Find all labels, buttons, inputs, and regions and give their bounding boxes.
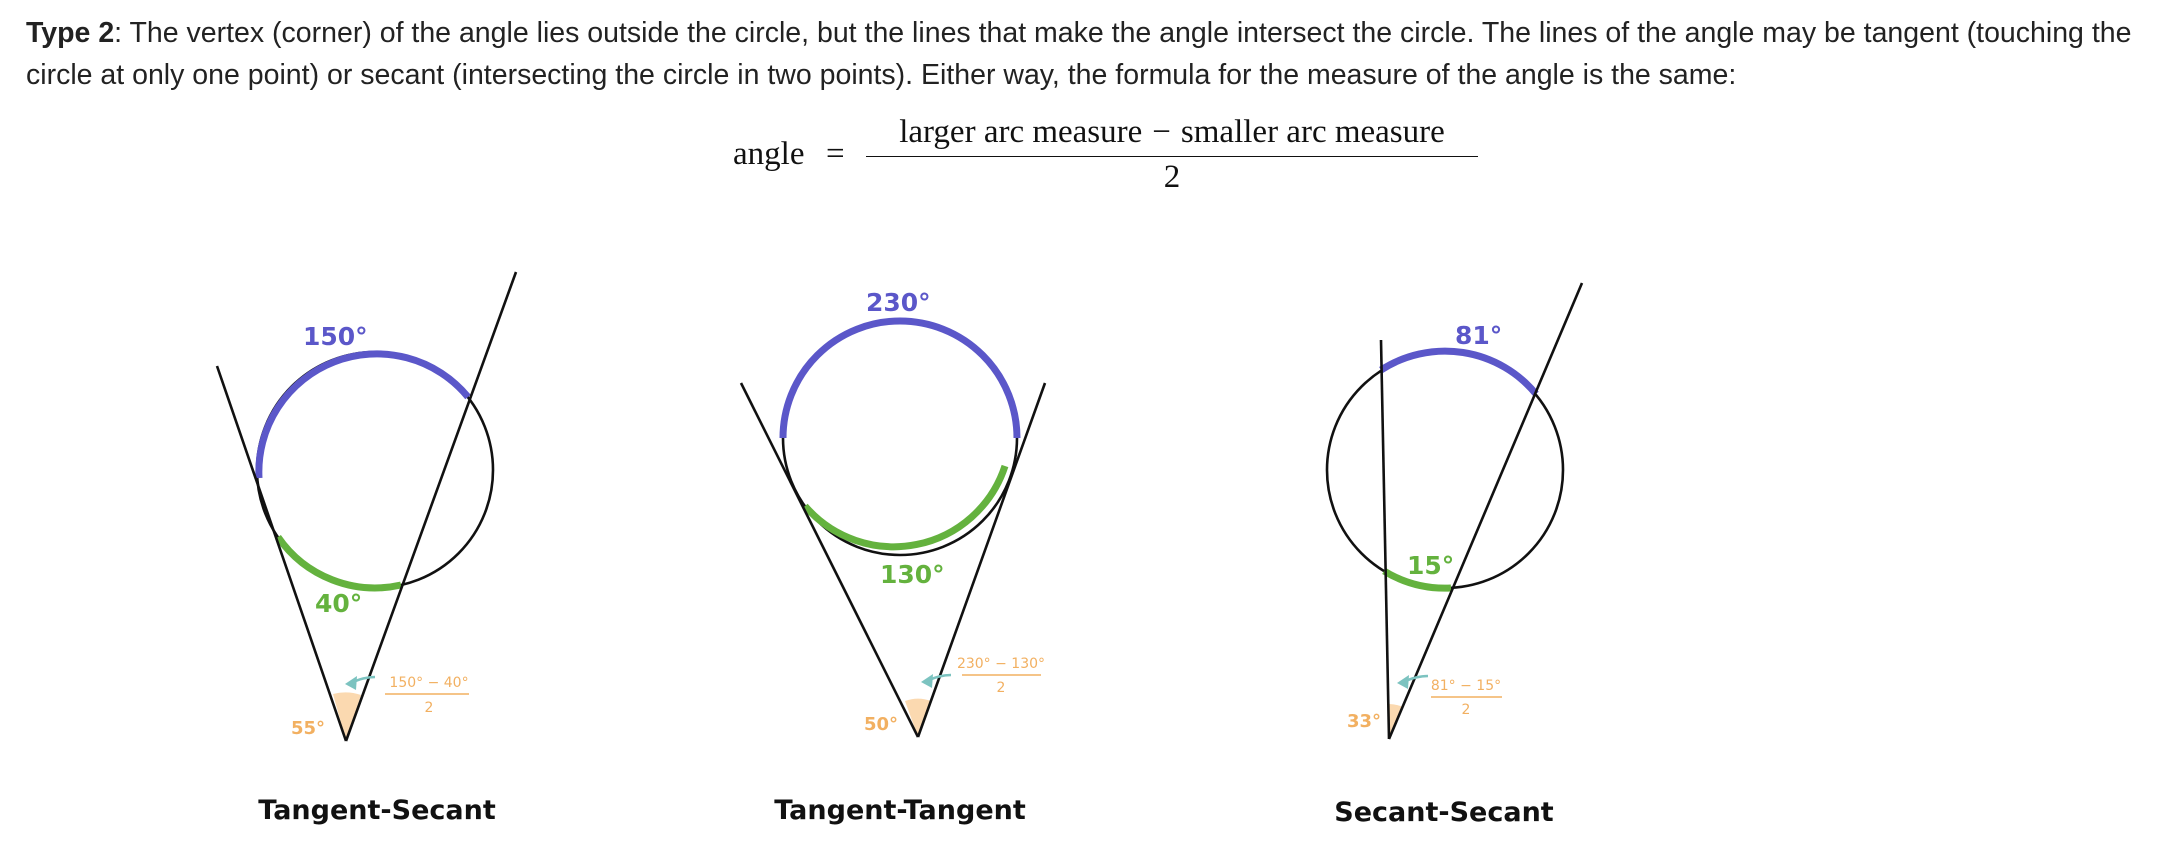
diagram-tangent-secant: 150° 40° 55° 150° − 40° 2 Tangent-Secant bbox=[215, 271, 518, 826]
formula-denominator: 2 bbox=[1163, 159, 1181, 195]
larger-arc bbox=[779, 317, 1021, 439]
angle-label: 55° bbox=[291, 718, 325, 739]
right-secant-line bbox=[1387, 282, 1584, 740]
right-tangent-line bbox=[916, 382, 1047, 738]
angle-wedge bbox=[905, 698, 931, 737]
formula-lhs: angle bbox=[733, 136, 805, 172]
pointer-arrow bbox=[921, 673, 952, 688]
formula-numerator-left: larger arc measure bbox=[899, 114, 1143, 150]
left-tangent-line bbox=[739, 382, 920, 738]
tangent-line bbox=[215, 365, 348, 742]
larger-arc bbox=[1379, 347, 1539, 397]
larger-arc-label: 81° bbox=[1455, 321, 1502, 350]
fraction-denominator: 2 bbox=[425, 700, 434, 716]
smaller-arc bbox=[802, 464, 1009, 551]
left-secant-line bbox=[1379, 339, 1391, 740]
angle-label: 33° bbox=[1347, 711, 1381, 732]
caption-secant-secant: Secant-Secant bbox=[1334, 797, 1554, 828]
type-2-text: : The vertex (corner) of the angle lies … bbox=[26, 17, 2132, 91]
smaller-arc-label: 15° bbox=[1407, 551, 1454, 580]
smaller-arc bbox=[275, 535, 402, 592]
angle-label: 50° bbox=[864, 714, 898, 735]
type-2-description: Type 2: The vertex (corner) of the angle… bbox=[26, 12, 2156, 96]
formula-numerator-right: smaller arc measure bbox=[1180, 114, 1445, 150]
secant-line bbox=[344, 271, 518, 742]
larger-arc-label: 150° bbox=[303, 322, 368, 351]
larger-arc-label: 230° bbox=[866, 288, 931, 317]
smaller-arc bbox=[1382, 567, 1452, 592]
smaller-arc-label: 130° bbox=[880, 560, 945, 589]
smaller-arc-label: 40° bbox=[315, 589, 362, 618]
caption-tangent-secant: Tangent-Secant bbox=[258, 795, 496, 826]
pointer-arrow bbox=[345, 675, 376, 690]
angle-wedge bbox=[333, 692, 361, 741]
formula-numerator: larger arc measure − smaller arc measure bbox=[866, 112, 1478, 157]
formula-fraction: larger arc measure − smaller arc measure 2 bbox=[866, 112, 1478, 197]
fraction-denominator: 2 bbox=[1462, 702, 1471, 718]
diagram-secant-secant: 81° 15° 33° 81° − 15° 2 Secant-Secant bbox=[1325, 282, 1584, 828]
pointer-arrow bbox=[1397, 674, 1429, 689]
fraction-denominator: 2 bbox=[997, 680, 1006, 696]
fraction-numerator: 81° − 15° bbox=[1431, 678, 1501, 694]
diagram-tangent-tangent: 230° 130° 50° 230° − 130° 2 Tangent-Tang… bbox=[739, 288, 1047, 826]
fraction-numerator: 230° − 130° bbox=[957, 656, 1045, 672]
type-2-heading: Type 2 bbox=[26, 17, 115, 49]
formula-equals: = bbox=[826, 136, 845, 172]
formula-minus: − bbox=[1152, 114, 1171, 150]
caption-tangent-tangent: Tangent-Tangent bbox=[774, 795, 1026, 826]
larger-arc bbox=[255, 350, 471, 479]
fraction-numerator: 150° − 40° bbox=[389, 675, 468, 691]
